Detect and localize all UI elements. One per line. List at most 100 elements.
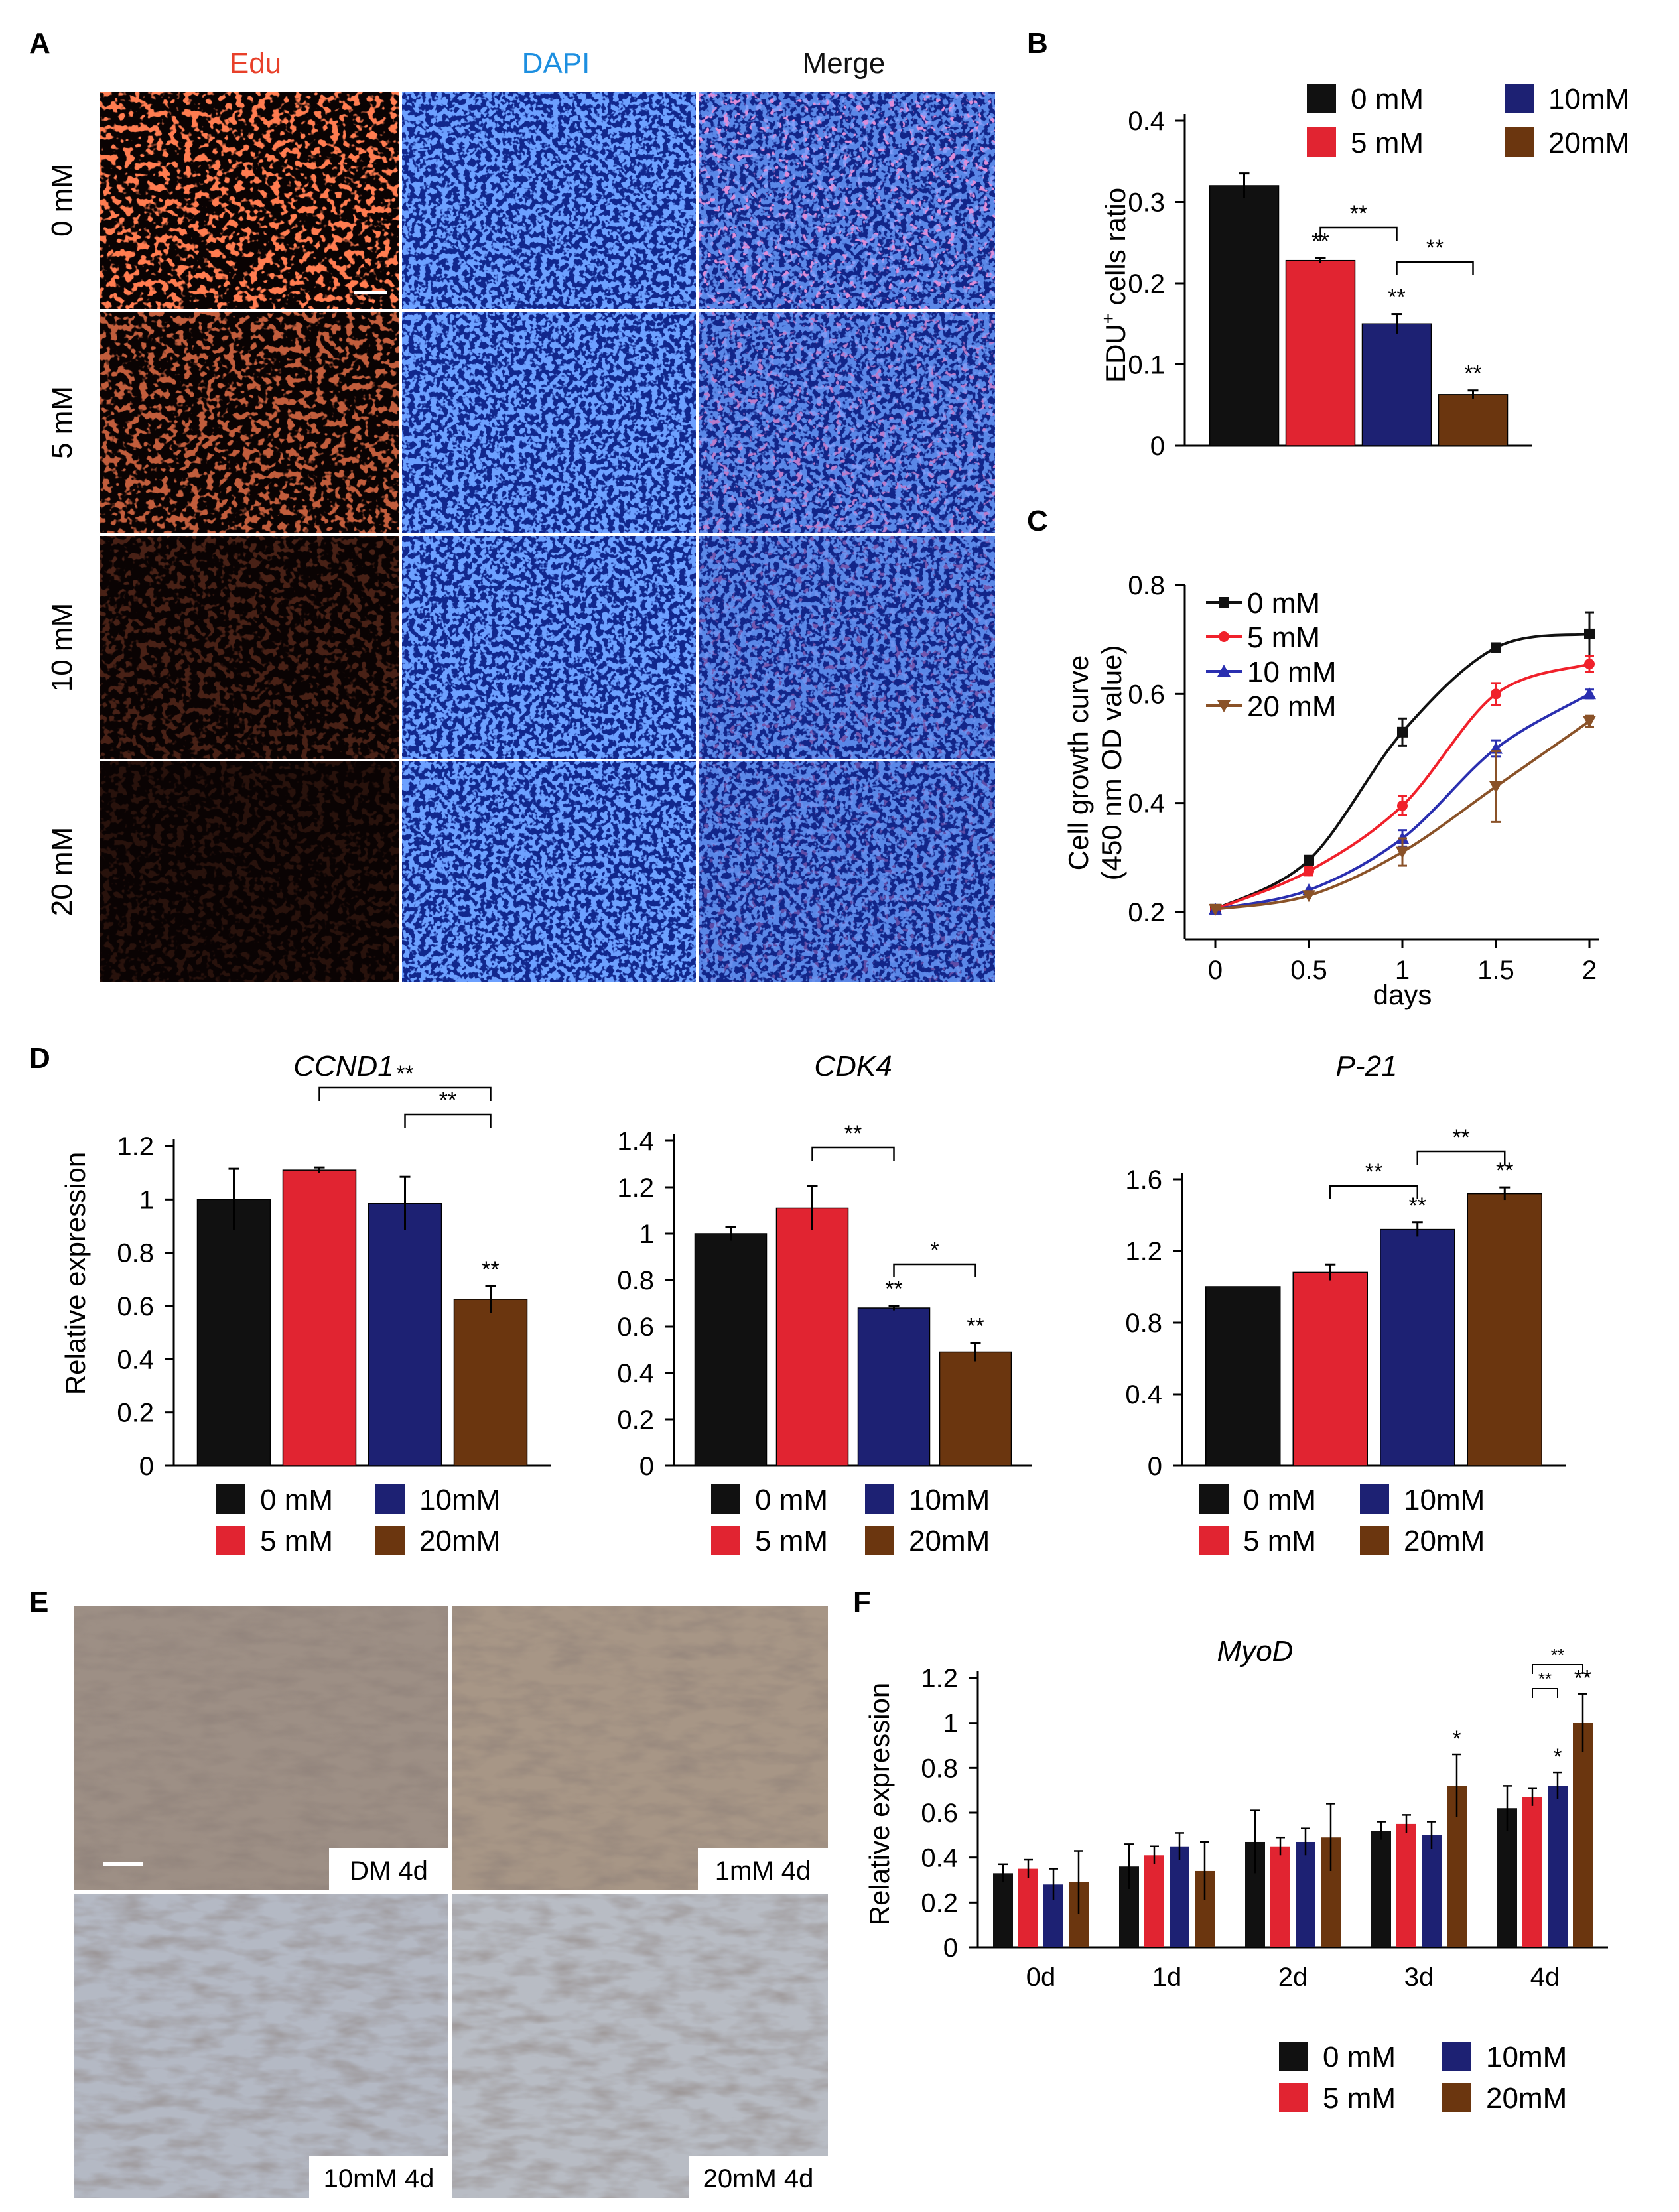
tile-nuclei [100, 536, 399, 759]
y-tick-label: 0.6 [921, 1799, 958, 1828]
chart-d-p21: 00.40.81.21.6****P-21**** [1125, 1050, 1566, 1481]
x-tick-label: 1 [1395, 956, 1410, 985]
tile-nuclei [100, 761, 399, 982]
tile-nuclei [402, 536, 696, 759]
micrograph-tile [699, 536, 995, 759]
y-tick-label: 0.6 [1128, 680, 1165, 709]
legend-label: 5 mM [1323, 2082, 1396, 2114]
legend-b: 0 mM 5 mM 10mM 20mM [1307, 83, 1629, 159]
legend-label: 20 mM [1247, 690, 1336, 723]
legend-swatch [1199, 1526, 1229, 1555]
marker [1302, 890, 1315, 903]
y-tick-label: 0.8 [1125, 1309, 1162, 1338]
tile-cells [452, 1606, 828, 1890]
y-tick-label: 0.6 [617, 1313, 654, 1342]
panel-f: F 00.20.40.60.811.20d 1d 2d 3d 4d********Myo… [853, 1586, 1608, 2114]
panel-b: B 00.10.20.30.4**********EDU+ cells rati… [1027, 27, 1629, 461]
tile-nuclei [100, 92, 399, 309]
significance-bracket [318, 1086, 492, 1101]
y-tick-label: 0.2 [617, 1405, 654, 1435]
y-tick-label: 0.4 [921, 1844, 958, 1873]
y-axis-label-main: EDU [1100, 324, 1131, 383]
legend-swatch [375, 1526, 405, 1555]
marker [1491, 688, 1501, 700]
significance-bracket [1396, 261, 1474, 275]
tile-cells [452, 1894, 828, 2198]
bracket-label: ** [1350, 201, 1367, 226]
legend-label: 5 mM [1247, 621, 1320, 654]
brightfield-tile: 1mM 4d [452, 1606, 828, 1890]
micrograph-tile [699, 761, 995, 982]
y-tick-label: 0.3 [1128, 188, 1165, 218]
tile-nuclei [402, 312, 696, 533]
micrograph-tile [699, 92, 995, 309]
tile-label-box [329, 1848, 448, 1890]
bar [939, 1351, 1012, 1466]
bar [1422, 1835, 1442, 1947]
legend-swatch [216, 1526, 245, 1555]
legend-swatch [1505, 84, 1534, 113]
legend-swatch [1505, 127, 1534, 157]
marker [1217, 665, 1231, 677]
significance-bracket [1532, 1688, 1558, 1698]
legend-swatch [865, 1484, 894, 1514]
row-labels: 0 mM 5 mM 10 mM 20 mM [46, 164, 78, 916]
legend-label: 20mM [419, 1525, 500, 1557]
significance-mark: ** [885, 1277, 902, 1302]
legend-label: 0 mM [260, 1484, 333, 1516]
bracket-label: ** [1538, 1669, 1552, 1689]
bar [1270, 1846, 1290, 1947]
tile-label-box [309, 2156, 448, 2198]
bar [1522, 1797, 1542, 1947]
bar [694, 1233, 768, 1466]
legend-label: 5 mM [260, 1525, 333, 1557]
col-label-dapi: DAPI [522, 47, 590, 80]
marker [1397, 726, 1408, 738]
y-tick-label: 0.8 [117, 1239, 154, 1268]
significance-mark: ** [1464, 361, 1481, 387]
y-axis-label: Relative expression [60, 1152, 91, 1396]
bar [1438, 394, 1509, 446]
legend-d3: 0 mM 5 mM 10mM 20mM [1199, 1484, 1485, 1557]
micrograph-tile [699, 312, 995, 533]
brightfield-tile: DM 4d [74, 1606, 448, 1890]
bar [1467, 1193, 1542, 1466]
significance-mark: ** [482, 1257, 499, 1282]
marker [1396, 846, 1409, 859]
y-axis-label-2: (450 nm OD value) [1096, 645, 1127, 881]
bar [1209, 185, 1280, 446]
bracket-label: ** [1426, 235, 1444, 261]
y-tick-label: 1.4 [617, 1127, 654, 1156]
marker [1304, 854, 1314, 866]
y-tick-label: 0 [1150, 432, 1165, 461]
tile-label: 20mM 4d [703, 2164, 814, 2193]
y-tick-label: 0 [943, 1933, 958, 1963]
chart-title: MyoD [1217, 1635, 1294, 1667]
y-tick-label: 1.2 [617, 1173, 654, 1203]
legend-label: 0 mM [1351, 83, 1424, 115]
chart-title: P-21 [1336, 1050, 1398, 1082]
tile-nuclei-blue [699, 536, 995, 759]
micrograph-grid [100, 92, 995, 982]
bracket-label: ** [844, 1121, 862, 1146]
legend-label: 20mM [1486, 2082, 1567, 2114]
y-tick-label: 0.2 [1128, 269, 1165, 298]
tile-label-box [689, 2156, 828, 2198]
brightfield-tile: 10mM 4d [74, 1894, 448, 2198]
x-tick-label: 2 [1582, 956, 1597, 985]
x-axis-label: days [1373, 979, 1432, 1010]
row-label: 5 mM [46, 386, 78, 459]
bar [993, 1873, 1013, 1947]
tile-nuclei [402, 92, 696, 309]
brightfield-grid: DM 4d 1mM 4d 10mM 4d 20mM 4d [74, 1606, 828, 2198]
bar [1396, 1823, 1416, 1947]
panel-letter-c: C [1027, 505, 1048, 537]
marker [1583, 716, 1596, 728]
y-tick-label: 0.2 [1128, 898, 1165, 927]
tile-nuclei-blue [699, 312, 995, 533]
y-tick-label: 0.8 [1128, 571, 1165, 600]
legend-swatch [1199, 1484, 1229, 1514]
bar [1380, 1228, 1455, 1466]
significance-bracket [1329, 1185, 1418, 1199]
y-axis-label-superscript: + [1098, 313, 1118, 324]
